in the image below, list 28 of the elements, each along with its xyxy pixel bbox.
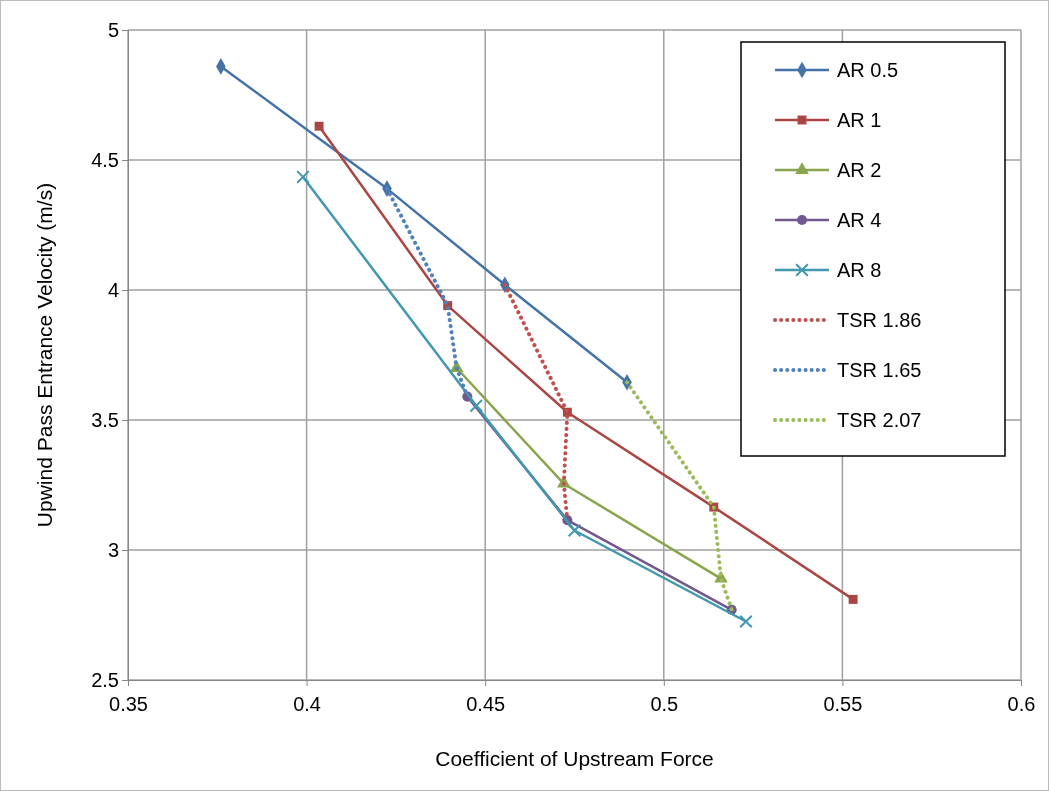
point	[567, 523, 582, 538]
legend-label: TSR 1.86	[837, 309, 922, 331]
x-tick-label: 0.45	[466, 693, 506, 715]
point	[739, 614, 753, 629]
legend-label: AR 1	[837, 109, 882, 131]
x-tick-label: 0.35	[109, 693, 148, 715]
y-tick-label: 4	[107, 278, 119, 301]
x-tick-label: 0.5	[650, 693, 679, 715]
legend-label: TSR 1.65	[837, 359, 922, 381]
y-tick-label: 4.5	[91, 148, 119, 171]
y-tick-label: 5	[107, 18, 119, 41]
legend-label: TSR 2.07	[837, 409, 922, 431]
point	[314, 121, 324, 131]
point	[469, 398, 484, 413]
legend-label: AR 8	[837, 259, 882, 281]
legend-label: AR 0.5	[837, 59, 899, 81]
x-axis-title: Coefficient of Upstream Force	[435, 747, 714, 770]
point	[848, 594, 858, 604]
y-tick-label: 2.5	[91, 668, 119, 691]
y-tick-label: 3.5	[91, 408, 119, 431]
x-tick-label: 0.55	[823, 693, 863, 715]
y-axis-title: Upwind Pass Entrance Velocity (m/s)	[33, 182, 56, 528]
x-tick-label: 0.6	[1007, 693, 1036, 715]
x-tick-label: 0.4	[293, 693, 322, 715]
point	[296, 170, 310, 184]
y-tick-label: 3	[107, 538, 119, 561]
legend-label: AR 4	[837, 209, 882, 231]
legend-label: AR 2	[837, 159, 882, 181]
